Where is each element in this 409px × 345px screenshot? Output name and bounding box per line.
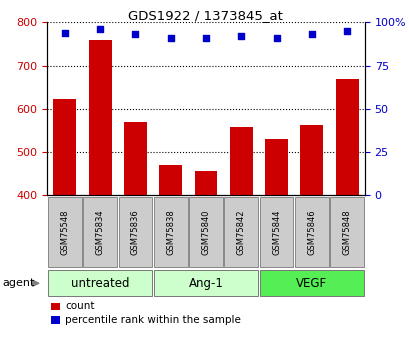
- Bar: [53, 99, 76, 195]
- Bar: [159, 165, 182, 195]
- Text: GSM75836: GSM75836: [130, 209, 139, 255]
- Text: Ang-1: Ang-1: [188, 277, 223, 290]
- Text: GDS1922 / 1373845_at: GDS1922 / 1373845_at: [127, 9, 282, 22]
- Text: VEGF: VEGF: [296, 277, 327, 290]
- Text: count: count: [65, 302, 94, 311]
- Bar: [265, 139, 288, 195]
- Text: GSM75840: GSM75840: [201, 209, 210, 255]
- Point: [97, 27, 103, 32]
- Point: [167, 35, 173, 41]
- Point: [202, 35, 209, 41]
- Text: GSM75844: GSM75844: [272, 209, 281, 255]
- Text: GSM75834: GSM75834: [95, 209, 104, 255]
- Text: GSM75846: GSM75846: [307, 209, 316, 255]
- Point: [343, 28, 350, 34]
- Bar: [124, 121, 146, 195]
- Text: agent: agent: [2, 278, 34, 288]
- Bar: [88, 40, 111, 195]
- Bar: [335, 79, 358, 195]
- Text: percentile rank within the sample: percentile rank within the sample: [65, 315, 240, 325]
- Bar: [300, 125, 323, 195]
- Point: [308, 32, 315, 37]
- Text: GSM75842: GSM75842: [236, 209, 245, 255]
- Bar: [194, 171, 217, 195]
- Point: [61, 30, 68, 36]
- Text: GSM75838: GSM75838: [166, 209, 175, 255]
- Text: GSM75848: GSM75848: [342, 209, 351, 255]
- Point: [238, 33, 244, 39]
- Text: GSM75548: GSM75548: [60, 209, 69, 255]
- Text: untreated: untreated: [71, 277, 129, 290]
- Bar: [229, 127, 252, 195]
- Point: [132, 32, 138, 37]
- Point: [273, 35, 279, 41]
